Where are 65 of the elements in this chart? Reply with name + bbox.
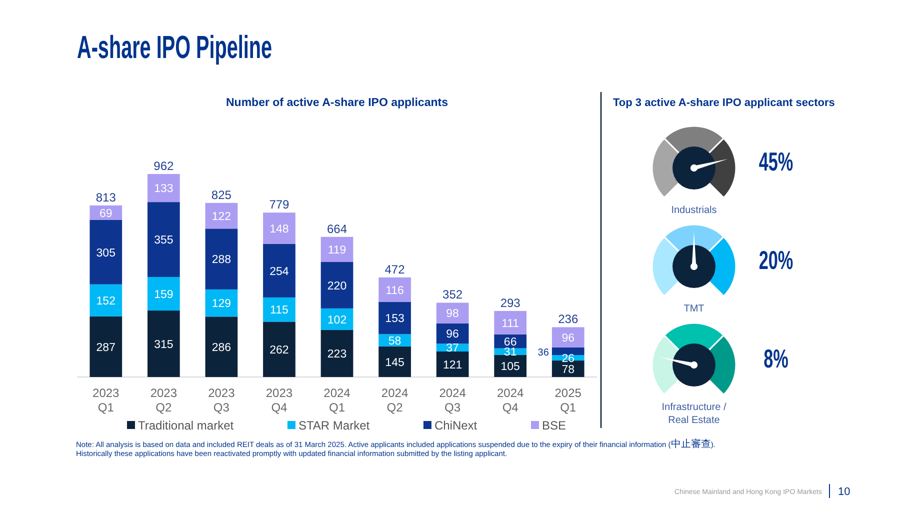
data-label: 223 — [327, 348, 347, 361]
data-label: 96 — [446, 328, 459, 341]
legend-label: ChiNext — [434, 418, 478, 432]
data-label: 98 — [446, 308, 459, 320]
value-label: 20% — [758, 245, 794, 275]
data-label: 288 — [212, 254, 232, 266]
annotation: 293 — [500, 296, 520, 310]
category: 2023 Q1 — [92, 386, 120, 414]
data-label: 254 — [270, 266, 289, 278]
category: Infrastructure / Real Estate — [662, 402, 726, 426]
data-label: 287 — [96, 342, 116, 354]
data-label: 286 — [212, 342, 232, 354]
title: A-share IPO Pipeline — [77, 29, 272, 66]
annotation: 962 — [154, 159, 174, 173]
data-label: 122 — [212, 210, 232, 223]
data-label: 153 — [385, 313, 404, 326]
category: TMT — [684, 304, 704, 314]
annotation: 472 — [384, 262, 405, 276]
annotation: 10 — [838, 486, 850, 498]
annotation: 352 — [442, 288, 463, 302]
data-label: 159 — [154, 288, 174, 301]
data-label: 111 — [502, 318, 520, 330]
data-label: 355 — [154, 234, 174, 247]
data-label: 145 — [385, 356, 404, 369]
data-label: 36 — [538, 347, 549, 358]
title: Top 3 active A-share IPO applicant sectors — [613, 97, 835, 109]
data-label: 69 — [100, 208, 112, 220]
category: 2023 Q4 — [266, 386, 293, 414]
data-label: 305 — [96, 247, 116, 260]
legend-label: BSE — [542, 418, 566, 432]
annotation: 813 — [96, 190, 116, 204]
data-label: 105 — [500, 361, 520, 374]
data-label: 262 — [270, 344, 289, 356]
legend-label: Traditional market — [138, 418, 234, 432]
annotation: 825 — [211, 188, 232, 202]
data-label: 121 — [442, 359, 462, 372]
data-label: 148 — [270, 223, 289, 236]
category: 2024 Q4 — [496, 386, 524, 414]
data-label: 96 — [562, 332, 574, 344]
data-label: 66 — [504, 336, 517, 348]
data-label: 115 — [270, 304, 288, 317]
data-label: 152 — [96, 296, 116, 308]
value-label: 45% — [758, 146, 794, 176]
data-label: 220 — [327, 280, 347, 292]
data-label: 116 — [386, 284, 404, 297]
subtitle: Number of active A-share IPO applicants — [226, 97, 448, 109]
category: 2024 Q3 — [439, 386, 466, 414]
category: 2024 Q2 — [381, 386, 408, 414]
data-label: 133 — [154, 183, 174, 196]
data-label: 58 — [388, 335, 402, 348]
category: 2023 Q2 — [150, 386, 178, 414]
data-label: 129 — [212, 298, 232, 310]
category: 2025 Q1 — [554, 386, 582, 414]
data-label: 102 — [327, 314, 347, 326]
data-label: 119 — [328, 244, 346, 257]
annotation: 779 — [269, 198, 290, 212]
annotation: 664 — [326, 222, 348, 236]
category: 2023 Q3 — [208, 386, 235, 414]
data-label: 78 — [562, 364, 574, 376]
legend-label: STAR Market — [298, 418, 370, 432]
category: Industrials — [671, 205, 717, 216]
data-label: 315 — [154, 338, 174, 351]
value-label: 8% — [764, 344, 788, 374]
category: 2024 Q1 — [324, 386, 350, 414]
annotation: 236 — [558, 312, 578, 326]
